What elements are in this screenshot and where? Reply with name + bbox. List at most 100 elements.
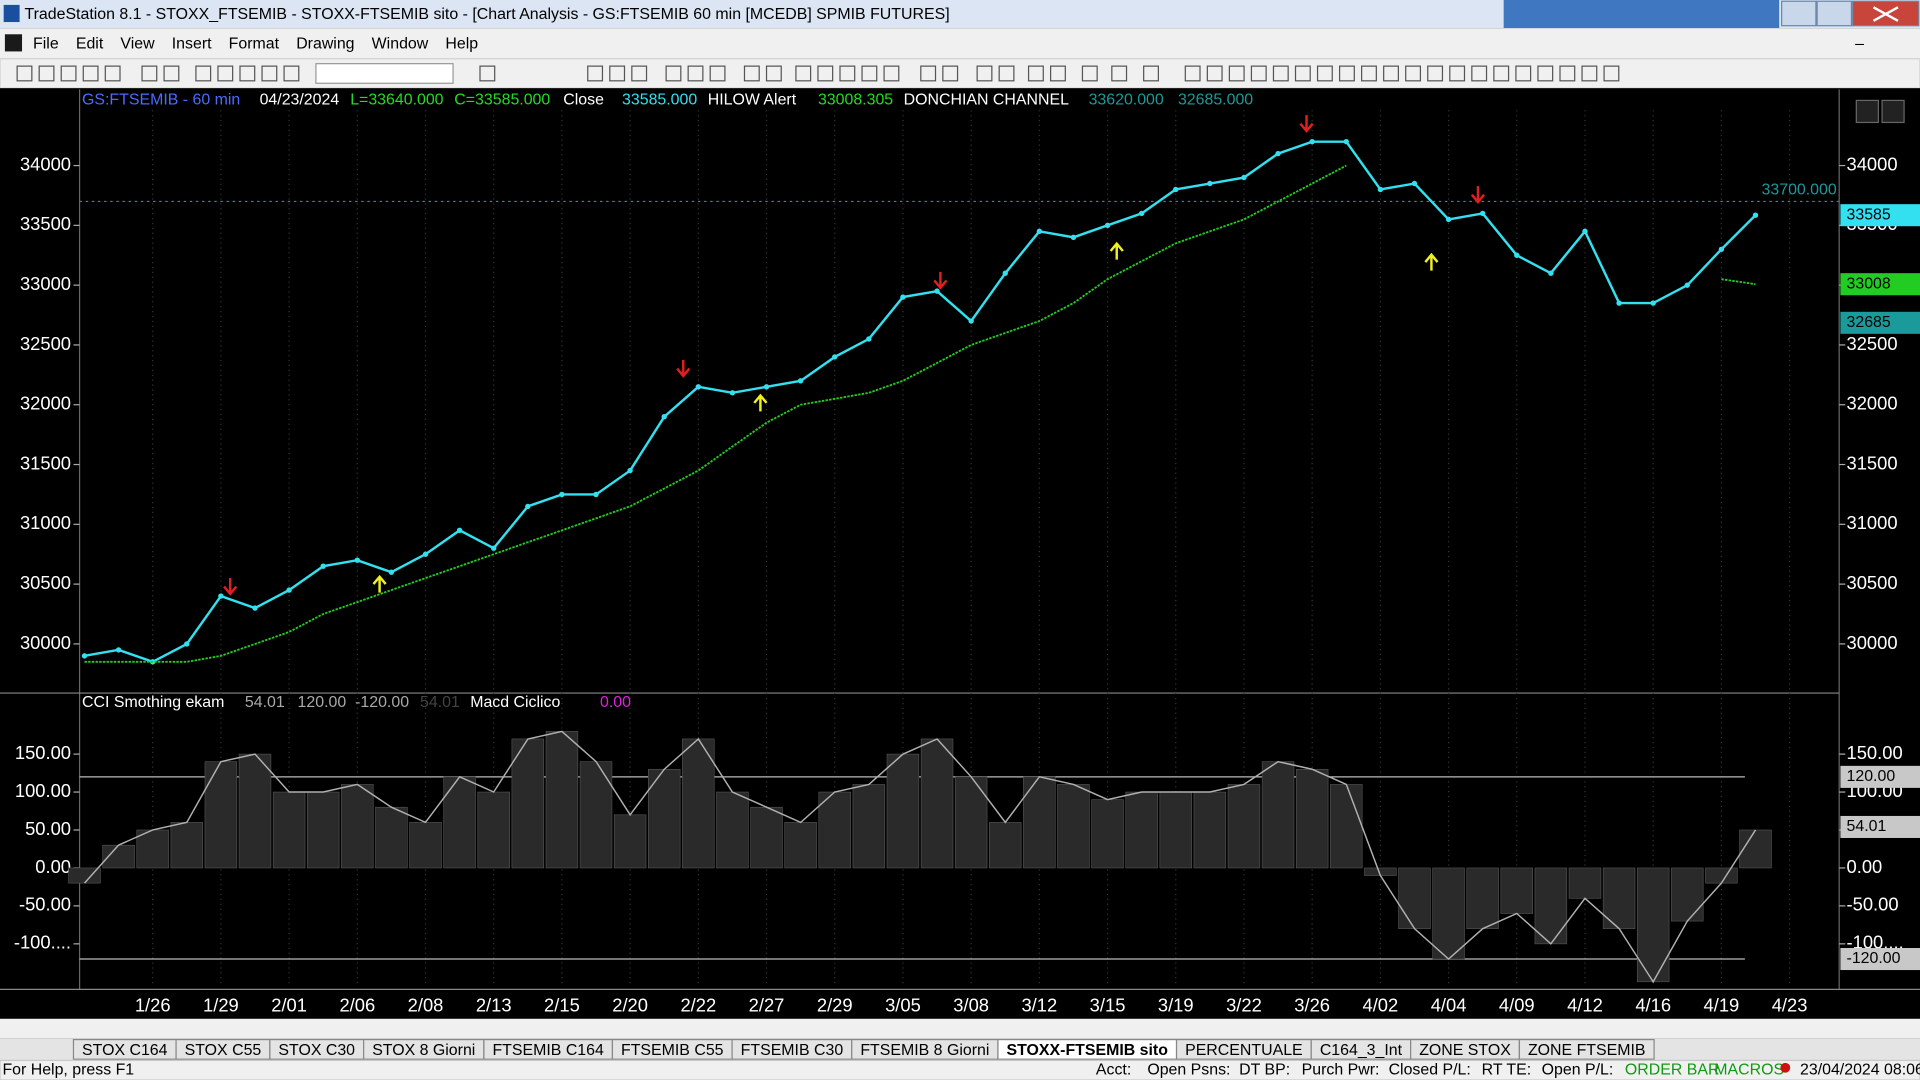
tool-icon[interactable] xyxy=(709,65,726,82)
tool-icon[interactable] xyxy=(839,65,856,82)
order-bar[interactable]: ORDER BAR xyxy=(1625,1061,1720,1078)
tool-icon[interactable] xyxy=(609,65,626,82)
x-tick-label: 4/19 xyxy=(1704,994,1740,1015)
tool-icon[interactable] xyxy=(195,65,212,82)
price-point xyxy=(81,653,88,659)
tool-icon[interactable] xyxy=(817,65,834,82)
menu-item[interactable]: File xyxy=(33,35,59,52)
tool-icon[interactable] xyxy=(1250,65,1267,82)
menu-item[interactable]: Format xyxy=(229,35,280,52)
price-point xyxy=(1138,210,1145,217)
tool-icon[interactable] xyxy=(141,65,158,82)
menu-item[interactable]: Drawing xyxy=(296,35,354,52)
tab-label[interactable]: FTSEMIB C30 xyxy=(741,1042,844,1059)
tab-label[interactable]: STOXX-FTSEMIB sito xyxy=(1007,1042,1169,1059)
tool-icon[interactable] xyxy=(283,65,300,82)
menu-item[interactable]: Edit xyxy=(76,35,104,52)
symbol-combo[interactable] xyxy=(315,63,454,84)
tool-icon[interactable] xyxy=(1603,65,1620,82)
tool-icon[interactable] xyxy=(1537,65,1554,82)
tool-icon[interactable] xyxy=(1027,65,1044,82)
tool-icon[interactable] xyxy=(16,65,33,82)
mdi-min[interactable]: – xyxy=(1855,35,1864,52)
tool-icon[interactable] xyxy=(1338,65,1355,82)
tool-icon[interactable] xyxy=(261,65,278,82)
tab-label[interactable]: C164_3_Int xyxy=(1320,1042,1403,1059)
tool-icon[interactable] xyxy=(942,65,959,82)
tool-icon[interactable] xyxy=(1405,65,1422,82)
tool-icon[interactable] xyxy=(1228,65,1245,82)
tool-icon[interactable] xyxy=(1361,65,1377,82)
tool-icon[interactable] xyxy=(743,65,760,82)
tool-icon[interactable] xyxy=(1294,65,1311,82)
tool-icon[interactable] xyxy=(1184,65,1201,82)
tool-icon[interactable] xyxy=(38,65,55,82)
tab[interactable] xyxy=(1518,1038,1655,1060)
tool-icon[interactable] xyxy=(1471,65,1488,82)
tool-icon[interactable] xyxy=(163,65,180,82)
maximize-button[interactable] xyxy=(1816,0,1853,27)
tab-label[interactable]: FTSEMIB 8 Giorni xyxy=(860,1042,989,1059)
status-field: Closed P/L: xyxy=(1389,1061,1471,1078)
tool-icon[interactable] xyxy=(1383,65,1399,82)
pane-max[interactable] xyxy=(1881,99,1905,124)
minimize-button[interactable] xyxy=(1781,0,1817,27)
histogram-bar xyxy=(1705,867,1738,884)
tab-label[interactable]: FTSEMIB C164 xyxy=(492,1042,604,1059)
macros[interactable]: MACROS xyxy=(1714,1061,1784,1078)
tool-icon[interactable] xyxy=(861,65,878,82)
tab-label[interactable]: ZONE STOX xyxy=(1419,1042,1511,1059)
tab-label[interactable]: STOX C164 xyxy=(82,1042,168,1059)
tool-icon[interactable] xyxy=(479,65,496,82)
tab-label[interactable]: STOX C30 xyxy=(278,1042,355,1059)
tool-icon[interactable] xyxy=(1581,65,1598,82)
tool-icon[interactable] xyxy=(920,65,937,82)
buy-arrow xyxy=(372,574,387,593)
buy-arrow xyxy=(753,393,768,412)
menu-item[interactable]: Insert xyxy=(172,35,212,52)
price-point xyxy=(1275,150,1281,157)
tool-icon[interactable] xyxy=(1272,65,1289,82)
tab-label[interactable]: STOX 8 Giorni xyxy=(372,1042,475,1059)
indicator-pane: 150.00150.00100.00100.0050.0050.000.000.… xyxy=(14,730,1920,984)
tool-icon[interactable] xyxy=(998,65,1015,82)
tool-icon[interactable] xyxy=(1316,65,1333,82)
tool-icon[interactable] xyxy=(1206,65,1223,82)
tool-icon[interactable] xyxy=(1111,65,1128,82)
tool-icon[interactable] xyxy=(1143,65,1159,82)
tool-icon[interactable] xyxy=(104,65,121,82)
pane-min[interactable] xyxy=(1855,99,1879,124)
tab-label[interactable]: PERCENTUALE xyxy=(1185,1042,1303,1059)
tool-icon[interactable] xyxy=(1493,65,1510,82)
tool-icon[interactable] xyxy=(60,65,77,82)
tool-icon[interactable] xyxy=(587,65,604,82)
tool-icon[interactable] xyxy=(687,65,704,82)
tool-icon[interactable] xyxy=(1081,65,1098,82)
tool-icon[interactable] xyxy=(239,65,256,82)
tab-label[interactable]: ZONE FTSEMIB xyxy=(1528,1042,1646,1059)
tool-icon[interactable] xyxy=(795,65,812,82)
tool-icon[interactable] xyxy=(1050,65,1066,82)
tool-icon[interactable] xyxy=(976,65,993,82)
menu-item[interactable]: Window xyxy=(372,35,429,52)
price-point xyxy=(559,491,565,498)
tool-icon[interactable] xyxy=(217,65,234,82)
tool-icon[interactable] xyxy=(883,65,900,82)
scrollbar[interactable] xyxy=(0,1018,1920,1039)
tool-icon[interactable] xyxy=(1515,65,1532,82)
menu-item[interactable]: View xyxy=(120,35,155,52)
tab-label[interactable]: FTSEMIB C55 xyxy=(621,1042,724,1059)
tab-label[interactable]: STOX C55 xyxy=(185,1042,262,1059)
tool-icon[interactable] xyxy=(1559,65,1576,82)
tool-icon[interactable] xyxy=(765,65,782,82)
tool-icon[interactable] xyxy=(82,65,99,82)
tool-icon[interactable] xyxy=(1427,65,1444,82)
y-tick-label: -50.00 xyxy=(19,894,71,915)
price-point xyxy=(525,503,531,510)
buy-arrow xyxy=(1109,241,1124,260)
tool-icon[interactable] xyxy=(1449,65,1466,82)
tool-icon[interactable] xyxy=(631,65,648,82)
menu-item[interactable]: Help xyxy=(445,35,478,52)
x-tick-label: 2/01 xyxy=(271,994,307,1015)
tool-icon[interactable] xyxy=(665,65,682,82)
